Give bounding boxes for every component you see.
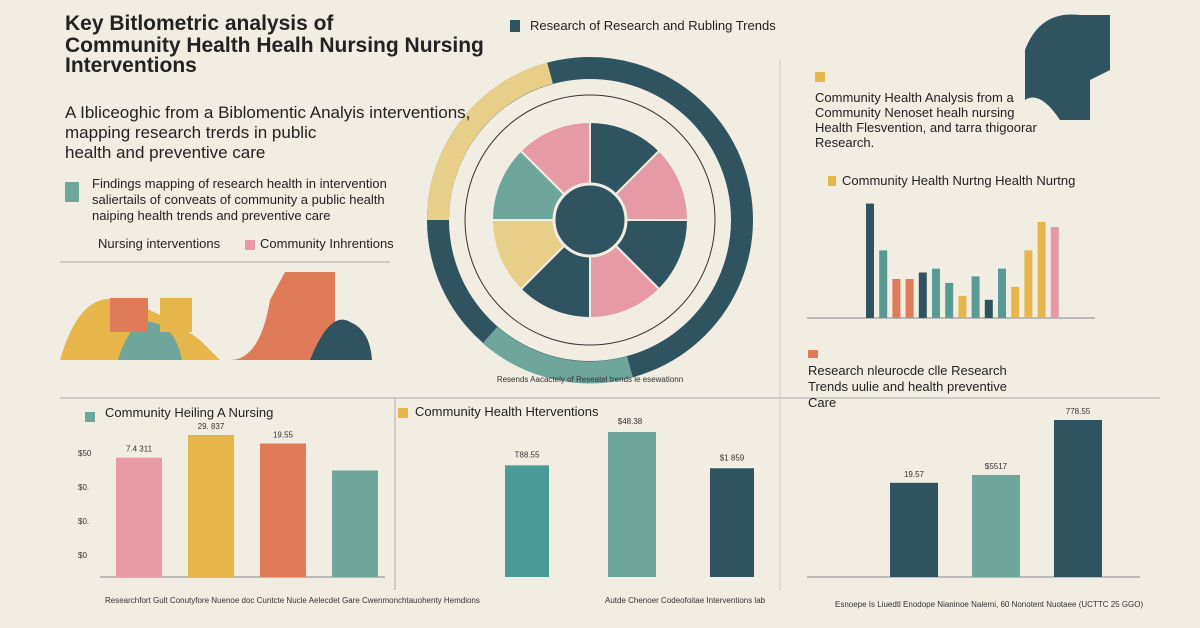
title-line: Key Bitlometric analysis of	[65, 12, 334, 35]
findings-line: Findings mapping of research health in i…	[92, 176, 387, 191]
hub	[552, 182, 628, 258]
bar	[998, 268, 1006, 318]
findings-line: naiping health trends and preventive car…	[92, 208, 331, 223]
axis-label: $0.	[78, 483, 89, 492]
right-text: Health Flesvention, and tarra thigoorar	[815, 120, 1038, 135]
bar-label: 19.55	[273, 431, 294, 440]
bar	[890, 482, 938, 577]
bar	[879, 250, 888, 318]
ring-arc	[482, 326, 633, 384]
bar	[1050, 227, 1059, 318]
bar-label: 29. 837	[198, 422, 225, 431]
subtitle-line: A Ibliceoghic from a Biblomentic Analyis…	[65, 103, 470, 122]
footer: Researchfort Gult Conutyfore Nuenoe doc …	[105, 596, 480, 605]
legend-label: Community Inhrentions	[260, 236, 394, 251]
bar	[116, 457, 162, 577]
bar-label: $5517	[985, 462, 1008, 471]
right-text: Research.	[815, 135, 874, 150]
right-bottom-text: Trends uulie and health preventive	[808, 379, 1007, 394]
right-text: Community Nenoset healh nursing	[815, 105, 1014, 120]
bar-label: $1 859	[720, 453, 745, 462]
bar	[972, 474, 1020, 577]
bar	[866, 203, 874, 318]
bar	[1024, 250, 1033, 318]
center-title: Research of Research and Rubling Trends	[530, 18, 776, 33]
decor	[60, 14, 1160, 590]
right-bottom-text: Care	[808, 395, 836, 410]
bar	[1037, 221, 1046, 318]
bar	[1054, 420, 1102, 577]
panel-title: Community Health Hterventions	[415, 404, 599, 419]
axis-label: $0.	[78, 517, 89, 526]
bar-label: 778.55	[1066, 407, 1091, 416]
bar	[505, 465, 549, 577]
bar	[945, 282, 954, 318]
bar	[188, 435, 234, 577]
donut	[426, 57, 753, 384]
axis-label: $50	[78, 449, 92, 458]
title-line: Community Health Healh Nursing Nursing	[65, 34, 484, 57]
texts: Key Bitlometric analysis of Community He…	[65, 12, 1144, 609]
bar	[1011, 286, 1020, 318]
center-caption: Resends Aacactely of Reseatel trends le …	[497, 375, 683, 384]
bar	[608, 432, 656, 577]
right-text: Community Health Analysis from a	[815, 90, 1014, 105]
bar	[971, 276, 980, 318]
ring-inner	[464, 94, 716, 346]
subtitle-line: mapping research trerds in public	[65, 123, 317, 142]
bar-label: 7.4 311	[126, 445, 153, 454]
bar-label: T88.55	[515, 450, 540, 459]
ring-arc	[426, 62, 554, 221]
axis-label: $0	[78, 551, 87, 560]
bar-label: $48.38	[618, 417, 643, 426]
footer: Esnoepe Is Liuedtl Enodope Nianinoe Nale…	[835, 600, 1144, 609]
bar	[918, 272, 927, 318]
bar	[958, 295, 967, 318]
chart-title: Community Health Nurtng Health Nurtng	[842, 173, 1075, 188]
findings-line: saliertails of conveats of community a p…	[92, 192, 385, 207]
bar	[984, 299, 993, 318]
bar	[332, 470, 378, 577]
bar	[905, 279, 914, 318]
bar-label: 19.57	[904, 470, 925, 479]
bar	[932, 268, 940, 318]
title-line: Interventions	[65, 54, 197, 77]
footer: Autde Chenoer Codeofoitae Interventions …	[605, 596, 766, 605]
subtitle-line: health and preventive care	[65, 143, 265, 162]
right-bottom-text: Research nleurocde clle Research	[808, 363, 1007, 378]
bar	[260, 443, 306, 577]
bar	[892, 279, 901, 318]
bar	[710, 468, 754, 577]
legend-label: Nursing interventions	[98, 236, 221, 251]
panel-title: Community Heiling A Nursing	[105, 405, 273, 420]
